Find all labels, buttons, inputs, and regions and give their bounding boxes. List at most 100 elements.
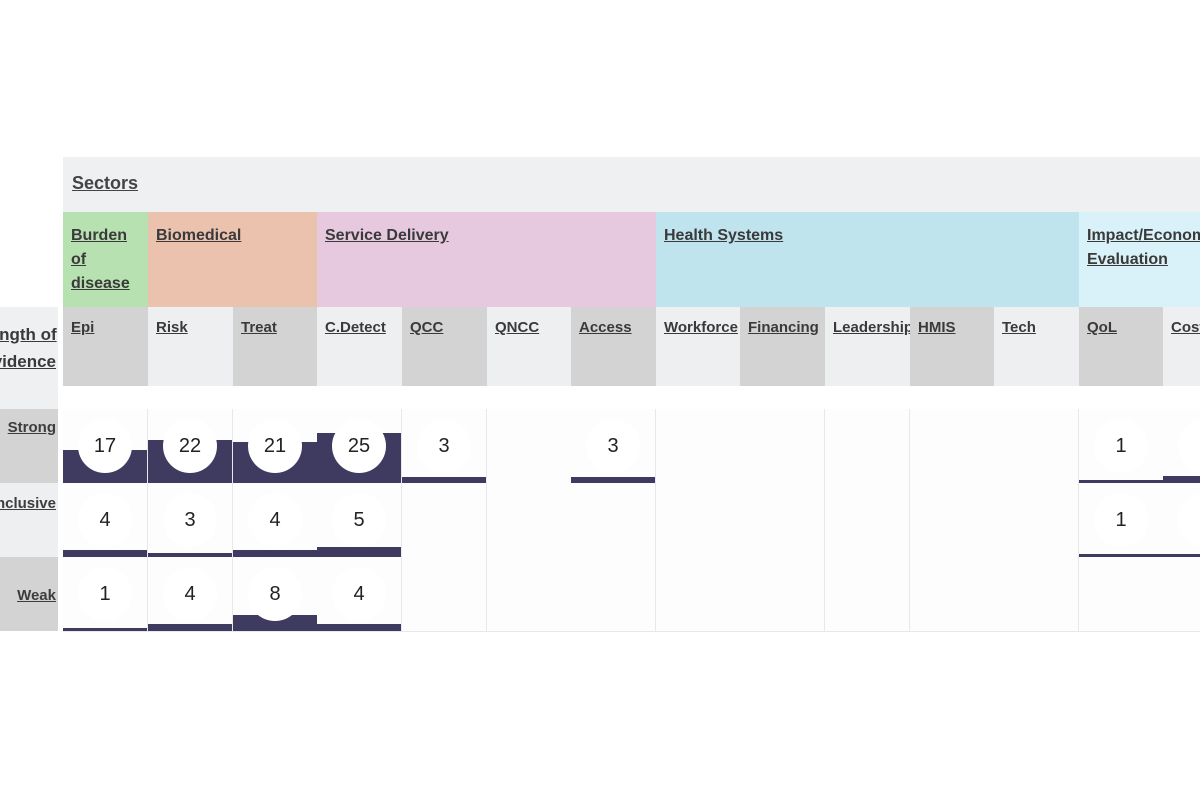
count-bar xyxy=(317,624,401,631)
count-bar xyxy=(63,628,147,631)
row-head-weak: Weak xyxy=(0,557,58,631)
group-burden-of-disease: Burden of disease xyxy=(63,212,148,307)
column-header-leadership: Leadership xyxy=(825,307,910,386)
group-impact-line-2[interactable]: Evaluation xyxy=(1087,251,1168,268)
count-bubble[interactable]: 4 xyxy=(332,567,386,621)
group-impact-line-1[interactable]: Impact/Economic xyxy=(1087,227,1200,244)
column-header-workforce: Workforce xyxy=(656,307,741,386)
matrix-cell xyxy=(656,409,741,484)
group-service-delivery-link[interactable]: Service Delivery xyxy=(325,227,449,244)
count-bubble[interactable]: 4 xyxy=(163,567,217,621)
matrix-cell xyxy=(825,483,910,558)
matrix-cell[interactable]: 5 xyxy=(317,483,402,558)
column-header-risk: Risk xyxy=(148,307,233,386)
count-bubble[interactable]: 1 xyxy=(1094,493,1148,547)
count-bubble[interactable]: 1 xyxy=(1178,419,1200,473)
matrix-cell[interactable]: 8 xyxy=(233,557,318,632)
group-burden-line-3[interactable]: disease xyxy=(71,275,130,292)
group-health-systems-link[interactable]: Health Systems xyxy=(664,227,784,244)
column-header-hmis: HMIS xyxy=(910,307,995,386)
column-link-cost[interactable]: Cost xyxy=(1171,319,1200,336)
count-bar xyxy=(148,553,232,557)
count-bar xyxy=(63,550,147,557)
column-link-qcc[interactable]: QCC xyxy=(410,319,444,336)
matrix-cell[interactable]: 1 xyxy=(1079,409,1164,484)
matrix-cell xyxy=(740,557,825,632)
matrix-cell xyxy=(571,483,656,558)
count-bubble[interactable]: 8 xyxy=(248,567,302,621)
matrix-cell[interactable]: 25 xyxy=(317,409,402,484)
matrix-cell xyxy=(1079,557,1164,632)
count-bar xyxy=(571,477,655,483)
column-link-c-detect[interactable]: C.Detect xyxy=(325,319,386,336)
column-link-access[interactable]: Access xyxy=(579,319,632,336)
matrix-cell[interactable]: 1 xyxy=(1079,483,1164,558)
matrix-cell[interactable]: 4 xyxy=(317,557,402,632)
matrix-cell[interactable]: 1 xyxy=(1163,409,1200,484)
matrix-cell[interactable]: 22 xyxy=(148,409,233,484)
matrix-cell[interactable]: 1 xyxy=(1163,483,1200,558)
matrix-cell[interactable]: 17 xyxy=(63,409,148,484)
column-header-qncc: QNCC xyxy=(487,307,572,386)
count-bubble[interactable]: 1 xyxy=(1178,493,1200,547)
row-label-weak[interactable]: Weak xyxy=(17,587,56,604)
count-bubble[interactable]: 1 xyxy=(1094,419,1148,473)
matrix-cell[interactable]: 21 xyxy=(233,409,318,484)
matrix-cell xyxy=(825,409,910,484)
strength-of-evidence-line-1[interactable]: Strength of xyxy=(0,325,57,344)
matrix-cell xyxy=(910,557,995,632)
matrix-cell xyxy=(1163,557,1200,632)
count-bubble[interactable]: 25 xyxy=(332,419,386,473)
matrix-cell[interactable]: 1 xyxy=(63,557,148,632)
column-link-risk[interactable]: Risk xyxy=(156,319,188,336)
matrix-cell xyxy=(656,557,741,632)
matrix-cell xyxy=(487,557,572,632)
matrix-cell xyxy=(402,557,487,632)
count-bubble[interactable]: 4 xyxy=(78,493,132,547)
count-bubble[interactable]: 1 xyxy=(78,567,132,621)
row-label-strong[interactable]: Strong xyxy=(7,419,56,436)
sectors-header-bar xyxy=(63,157,1200,212)
column-header-qcc: QCC xyxy=(402,307,487,386)
group-burden-line-2[interactable]: of xyxy=(71,251,87,268)
matrix-cell[interactable]: 3 xyxy=(571,409,656,484)
column-link-epi[interactable]: Epi xyxy=(71,319,95,336)
group-biomedical-link[interactable]: Biomedical xyxy=(156,227,242,244)
column-link-tech[interactable]: Tech xyxy=(1002,319,1036,336)
matrix-cell[interactable]: 4 xyxy=(233,483,318,558)
count-bubble[interactable]: 5 xyxy=(332,493,386,547)
header-gap xyxy=(58,386,1200,408)
matrix-cell xyxy=(994,557,1079,632)
count-bubble[interactable]: 17 xyxy=(78,419,132,473)
column-link-workforce[interactable]: Workforce xyxy=(664,319,738,336)
strength-of-evidence-line-2[interactable]: evidence xyxy=(0,352,56,371)
matrix-cell[interactable]: 4 xyxy=(148,557,233,632)
count-bubble[interactable]: 22 xyxy=(163,419,217,473)
count-bubble[interactable]: 21 xyxy=(248,419,302,473)
matrix-cell xyxy=(656,483,741,558)
count-bubble[interactable]: 3 xyxy=(417,419,471,473)
sectors-link[interactable]: Sectors xyxy=(72,173,139,193)
column-header-qol: QoL xyxy=(1079,307,1164,386)
column-link-treat[interactable]: Treat xyxy=(241,319,277,336)
count-bubble[interactable]: 3 xyxy=(163,493,217,547)
matrix-cell xyxy=(487,483,572,558)
count-bar xyxy=(233,550,317,557)
count-bubble[interactable]: 4 xyxy=(248,493,302,547)
count-bubble[interactable]: 3 xyxy=(586,419,640,473)
matrix-cell xyxy=(487,409,572,484)
column-link-hmis[interactable]: HMIS xyxy=(918,319,956,336)
column-link-qol[interactable]: QoL xyxy=(1087,319,1117,336)
row-label-inconclusive[interactable]: Inconclusive xyxy=(0,495,56,512)
column-header-treat: Treat xyxy=(233,307,318,386)
matrix-cell[interactable]: 4 xyxy=(63,483,148,558)
matrix-cell[interactable]: 3 xyxy=(148,483,233,558)
column-header-tech: Tech xyxy=(994,307,1079,386)
group-burden-line-1[interactable]: Burden xyxy=(71,227,127,244)
matrix-cell[interactable]: 3 xyxy=(402,409,487,484)
column-link-financing[interactable]: Financing xyxy=(748,319,819,336)
column-header-access: Access xyxy=(571,307,656,386)
column-link-leadership[interactable]: Leadership xyxy=(833,319,910,336)
column-link-qncc[interactable]: QNCC xyxy=(495,319,540,336)
column-header-financing: Financing xyxy=(740,307,825,386)
